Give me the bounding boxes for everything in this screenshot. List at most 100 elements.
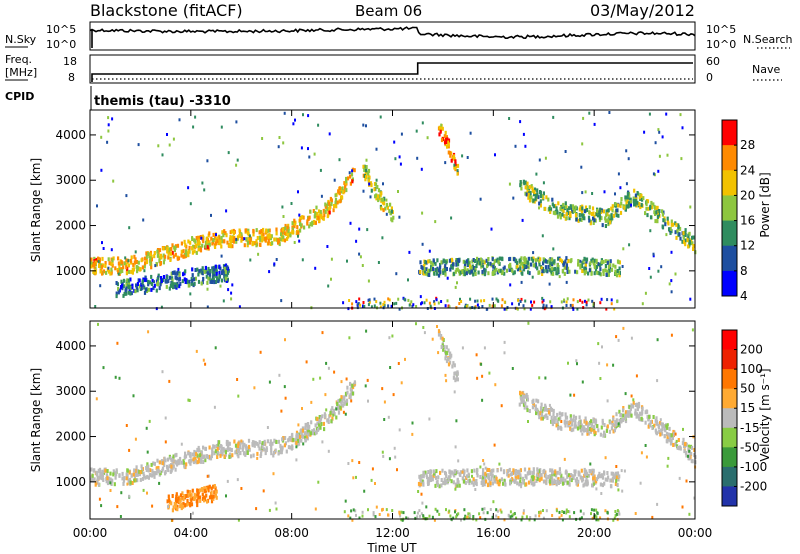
- power-echo-1129: [448, 258, 451, 263]
- velocity-echo-463: [189, 461, 192, 466]
- velocity-echo-1636: [365, 329, 368, 333]
- velocity-echo-1429: [655, 416, 658, 421]
- velocity-echo-1234: [550, 407, 554, 412]
- velocity-echo-1921: [385, 508, 388, 512]
- power-echo-475: [125, 258, 128, 263]
- power-echo-535: [351, 179, 354, 184]
- power-echo-557: [233, 236, 236, 241]
- power-echo-1073: [481, 269, 484, 274]
- velocity-echo-1857: [538, 514, 541, 518]
- power-echo-467: [306, 221, 309, 226]
- power-echo-1123: [583, 266, 586, 271]
- velocity-echo-1631: [573, 393, 576, 397]
- velocity-echo-1924: [565, 508, 568, 512]
- velocity-echo-578: [207, 488, 210, 493]
- power-echo-103: [275, 227, 278, 232]
- power-echo-1922: [397, 190, 399, 193]
- power-echo-1153: [497, 260, 500, 265]
- power-echo-1962: [466, 156, 469, 159]
- power-echo-1738: [649, 215, 653, 220]
- power-echo-1558: [573, 209, 576, 213]
- velocity-echo-961: [437, 483, 440, 488]
- power-echo-139: [217, 240, 220, 245]
- power-echo-1855: [565, 267, 568, 270]
- power-echo-294: [240, 235, 243, 240]
- power-echo-1283: [597, 262, 600, 267]
- x-tick-label: 20:00: [577, 526, 612, 540]
- power-echo-341: [273, 237, 276, 242]
- power-echo-621: [211, 266, 214, 271]
- power-echo-411: [174, 246, 177, 250]
- velocity-echo-1643: [422, 326, 425, 329]
- velocity-echo-40: [121, 476, 124, 481]
- velocity-echo-1479: [647, 424, 650, 429]
- colorbar-tick-label: 28: [740, 138, 755, 152]
- power-echo-789: [160, 279, 163, 283]
- power-echo-1808: [259, 238, 262, 242]
- power-echo-1821: [552, 115, 555, 119]
- power-echo-1003: [530, 262, 533, 267]
- velocity-echo-1640: [411, 432, 414, 436]
- colorbar-swatch: [722, 447, 737, 468]
- velocity-echo-1025: [530, 481, 533, 486]
- power-echo-572: [156, 249, 159, 254]
- power-echo-879: [382, 208, 385, 213]
- power-echo-667: [157, 273, 160, 278]
- power-echo-1233: [539, 257, 542, 262]
- power-echo-1243: [474, 272, 477, 276]
- power-echo-438: [342, 190, 345, 195]
- power-echo-2032: [488, 303, 491, 307]
- power-echo-1934: [361, 264, 364, 267]
- velocity-echo-1475: [659, 432, 662, 437]
- velocity-echo-1704: [195, 349, 198, 353]
- velocity-echo-1681: [256, 456, 259, 460]
- velocity-echo-1705: [321, 331, 324, 335]
- power-echo-655: [147, 279, 150, 284]
- velocity-echo-1949: [352, 508, 355, 512]
- velocity-echo-1838: [503, 518, 506, 522]
- power-echo-1263: [463, 272, 466, 277]
- velocity-echo-1861: [465, 516, 468, 520]
- power-echo-410: [285, 232, 288, 237]
- power-echo-565: [169, 258, 172, 262]
- power-echo-1304: [563, 271, 566, 276]
- power-echo-950: [487, 271, 490, 276]
- velocity-echo-1860: [567, 510, 569, 513]
- velocity-echo-519: [150, 462, 153, 467]
- velocity-echo-380: [220, 444, 223, 449]
- power-echo-2007: [330, 257, 333, 261]
- power-echo-651: [206, 280, 209, 285]
- power-echo-882: [370, 183, 373, 188]
- velocity-echo-1407: [624, 410, 628, 415]
- power-echo-4: [220, 239, 224, 244]
- velocity-echo-1389: [660, 428, 663, 433]
- velocity-echo-1508: [682, 437, 685, 442]
- power-echo-452: [92, 269, 95, 274]
- velocity-echo-811: [476, 473, 479, 478]
- velocity-echo-141: [166, 457, 169, 462]
- velocity-echo-1732: [621, 489, 624, 493]
- velocity-echo-1289: [629, 409, 632, 414]
- velocity-echo-1409: [584, 416, 587, 421]
- velocity-echo-1525: [522, 394, 525, 399]
- velocity-echo-1403: [679, 445, 682, 450]
- power-echo-217: [140, 258, 143, 263]
- velocity-echo-1021: [500, 477, 503, 482]
- power-echo-1069: [466, 268, 469, 273]
- power-echo-60: [306, 219, 309, 224]
- power-echo-1888: [658, 154, 661, 158]
- velocity-echo-960: [465, 474, 469, 479]
- power-echo-784: [204, 265, 207, 270]
- power-echo-1690: [562, 202, 565, 207]
- power-echo-1202: [525, 260, 528, 265]
- velocity-echo-1897: [573, 511, 576, 515]
- power-echo-2056: [469, 297, 472, 301]
- velocity-scatter: [90, 321, 697, 522]
- velocity-echo-1394: [574, 424, 577, 429]
- power-echo-2076: [397, 297, 400, 301]
- power-echo-1699: [682, 231, 685, 236]
- velocity-echo-495: [315, 430, 318, 435]
- velocity-echo-1883: [481, 507, 484, 511]
- velocity-echo-1265: [663, 424, 666, 429]
- power-echo-818: [207, 276, 210, 281]
